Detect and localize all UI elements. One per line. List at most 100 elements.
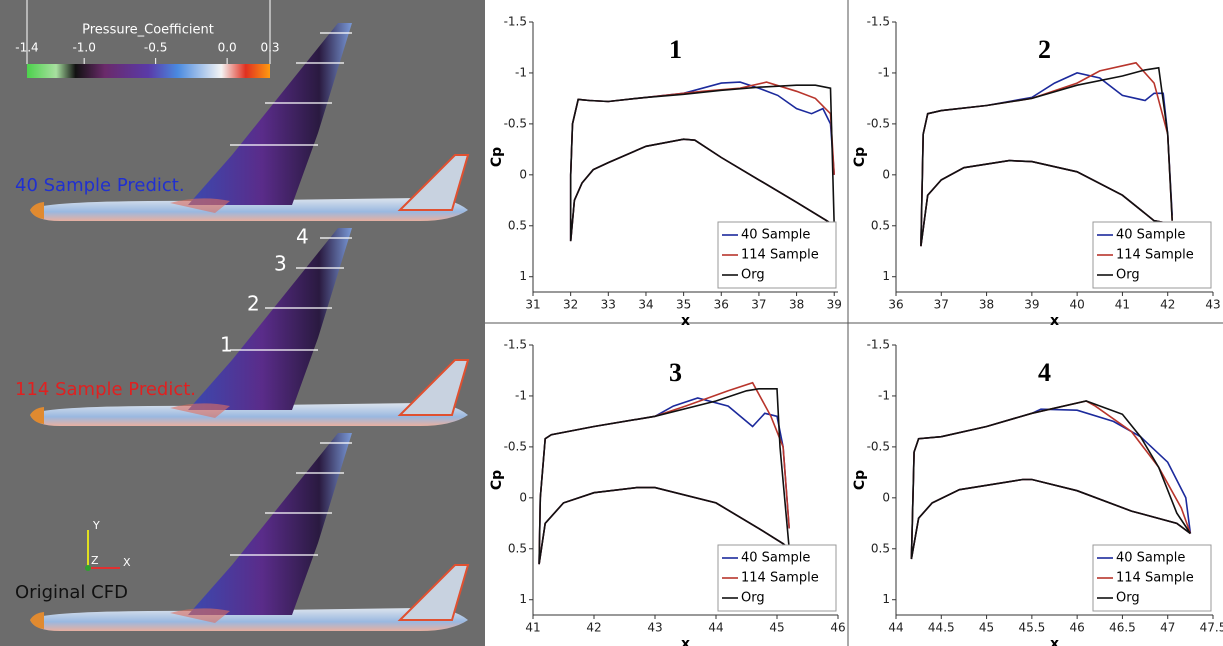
x-tick-label: 40 (1070, 298, 1085, 312)
chart-title: 4 (1038, 358, 1051, 387)
y-axis-label: Cp (852, 147, 868, 167)
legend-label: 40 Sample (1116, 228, 1185, 243)
row-label: 40 Sample Predict. (15, 175, 185, 196)
legend-label: 114 Sample (741, 571, 819, 586)
y-tick-label: -1.5 (867, 338, 890, 352)
y-tick-label: 0 (519, 490, 527, 504)
x-tick-label: 47.5 (1200, 621, 1223, 635)
series-line (921, 73, 1172, 246)
legend-label: 114 Sample (1116, 571, 1194, 586)
legend-label: Org (741, 268, 765, 283)
y-tick-label: 1 (882, 592, 890, 606)
x-axis-label: x (681, 636, 690, 646)
series-line (911, 401, 1190, 559)
y-tick-label: 1 (882, 269, 890, 283)
legend-label: 40 Sample (741, 228, 810, 243)
x-tick-label: 44.5 (928, 621, 955, 635)
chart-title: 2 (1038, 35, 1051, 64)
x-tick-label: 41 (1115, 298, 1130, 312)
x-tick-label: 44 (708, 621, 723, 635)
y-tick-label: -1 (878, 388, 890, 402)
figure: Pressure_Coefficient 40 Sample Predict. … (0, 0, 1223, 646)
chart-title: 3 (669, 358, 682, 387)
chart-title: 1 (669, 35, 682, 64)
series-line (571, 85, 835, 241)
section-label: 2 (247, 292, 260, 316)
y-axis-label: Cp (489, 470, 505, 490)
y-tick-label: -0.5 (867, 439, 890, 453)
x-tick-label: 41 (525, 621, 540, 635)
y-tick-label: 1 (519, 269, 527, 283)
colorbar-tick-label: -1.0 (72, 41, 95, 55)
x-tick-label: 42 (1160, 298, 1175, 312)
section-label: 4 (296, 225, 309, 249)
y-tick-label: 0.5 (871, 541, 890, 555)
x-tick-label: 42 (586, 621, 601, 635)
x-tick-label: 33 (601, 298, 616, 312)
colorbar-tick-label: 0.3 (260, 41, 279, 55)
y-tick-label: -0.5 (504, 116, 527, 130)
x-tick-label: 45 (979, 621, 994, 635)
series-line (911, 401, 1190, 559)
series-line (921, 68, 1172, 246)
y-tick-label: -1.5 (867, 15, 890, 29)
colorbar (27, 64, 270, 78)
legend-label: 40 Sample (741, 551, 810, 566)
colorbar-tick-label: 0.0 (218, 41, 237, 55)
y-tick-label: 0 (882, 167, 890, 181)
x-tick-label: 32 (563, 298, 578, 312)
x-tick-label: 45.5 (1018, 621, 1045, 635)
x-tick-label: 39 (1024, 298, 1039, 312)
cfd-background (0, 0, 485, 646)
x-tick-label: 43 (1205, 298, 1220, 312)
x-tick-label: 34 (638, 298, 653, 312)
y-tick-label: 0.5 (508, 218, 527, 232)
legend-label: 114 Sample (1116, 248, 1194, 263)
row-label: Original CFD (15, 582, 128, 603)
y-tick-label: 0 (882, 490, 890, 504)
y-tick-label: 0 (519, 167, 527, 181)
series-line (539, 389, 789, 564)
x-tick-label: 36 (888, 298, 903, 312)
section-label: 3 (274, 252, 287, 276)
triad-label: Y (92, 519, 100, 532)
x-tick-label: 37 (751, 298, 766, 312)
x-tick-label: 46.5 (1109, 621, 1136, 635)
x-tick-label: 37 (934, 298, 949, 312)
x-tick-label: 35 (676, 298, 691, 312)
x-axis-label: x (1050, 313, 1059, 329)
legend-label: Org (741, 591, 765, 606)
section-label: 1 (220, 333, 233, 357)
y-axis-label: Cp (852, 470, 868, 490)
x-tick-label: 46 (1070, 621, 1085, 635)
legend-label: Org (1116, 591, 1140, 606)
x-axis-label: x (681, 313, 690, 329)
x-tick-label: 38 (979, 298, 994, 312)
y-tick-label: -1 (515, 388, 527, 402)
triad-label: X (123, 556, 131, 569)
colorbar-tick-label: -0.5 (144, 41, 167, 55)
x-tick-label: 43 (647, 621, 662, 635)
x-tick-label: 44 (888, 621, 903, 635)
y-tick-label: 0.5 (508, 541, 527, 555)
legend-label: 114 Sample (741, 248, 819, 263)
series-line (539, 398, 789, 564)
x-tick-label: 47 (1160, 621, 1175, 635)
y-tick-label: -1 (515, 65, 527, 79)
y-tick-label: 1 (519, 592, 527, 606)
x-tick-label: 45 (769, 621, 784, 635)
y-tick-label: -1 (878, 65, 890, 79)
legend-label: 40 Sample (1116, 551, 1185, 566)
row-label: 114 Sample Predict. (15, 379, 196, 400)
x-tick-label: 39 (827, 298, 842, 312)
x-tick-label: 46 (830, 621, 845, 635)
series-line (921, 63, 1172, 246)
y-tick-label: -0.5 (504, 439, 527, 453)
triad-label: Z (91, 554, 99, 567)
y-axis-label: Cp (489, 147, 505, 167)
y-tick-label: 0.5 (871, 218, 890, 232)
y-tick-label: -1.5 (504, 15, 527, 29)
x-axis-label: x (1050, 636, 1059, 646)
x-tick-label: 38 (789, 298, 804, 312)
colorbar-tick-label: -1.4 (15, 41, 38, 55)
